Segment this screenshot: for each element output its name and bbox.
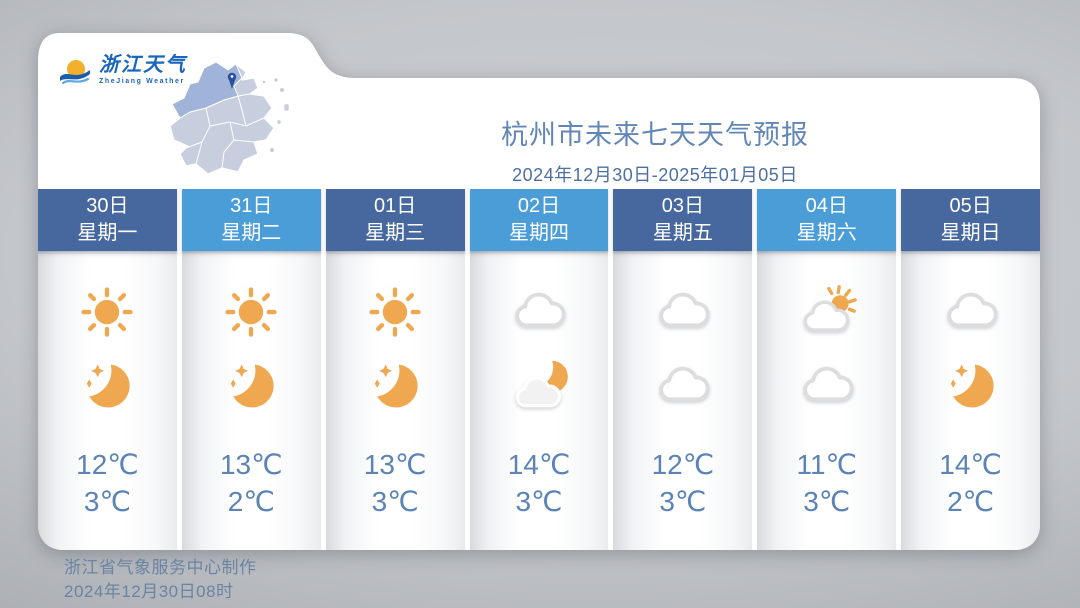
forecast-column: 05日 星期日 14℃ 2℃	[901, 189, 1040, 550]
day-panel: 12℃ 3℃	[613, 251, 753, 550]
high-temperature: 14℃	[939, 449, 1002, 480]
day-header: 02日 星期四	[469, 189, 609, 251]
date-range: 2024年12月30日-2025年01月05日	[512, 165, 798, 185]
weekday-label: 星期四	[509, 222, 569, 244]
weekday-label: 星期六	[796, 222, 857, 244]
day-panel: 13℃ 2℃	[181, 251, 321, 550]
weekday-label: 星期日	[940, 222, 1001, 244]
day-header: 03日 星期五	[613, 189, 753, 251]
low-temperature: 3℃	[83, 486, 131, 517]
forecast-grid: 30日 星期一 12℃ 3℃ 31日 星期二 13℃ 2℃	[38, 189, 1040, 550]
day-weather-icon	[506, 283, 572, 343]
weekday-label: 星期三	[365, 222, 426, 244]
night-weather-icon	[506, 357, 572, 417]
night-weather-icon	[650, 357, 716, 417]
producer-credit: 浙江省气象服务中心制作	[64, 558, 257, 577]
day-weather-icon	[650, 283, 716, 343]
night-weather-icon	[362, 357, 428, 417]
title-block: 杭州市未来七天天气预报 2024年12月30日-2025年01月05日	[375, 118, 935, 187]
high-temperature: 13℃	[219, 449, 283, 480]
high-temperature: 12℃	[76, 449, 139, 480]
forecast-column: 01日 星期三 13℃ 3℃	[325, 189, 465, 550]
low-temperature: 3℃	[515, 486, 563, 517]
day-header: 30日 星期一	[38, 189, 177, 251]
weekday-label: 星期一	[77, 222, 138, 244]
issue-time: 2024年12月30日08时	[64, 582, 234, 601]
low-temperature: 2℃	[947, 486, 995, 517]
night-weather-icon	[218, 357, 284, 417]
date-label: 03日	[661, 195, 704, 217]
night-weather-icon	[74, 357, 140, 417]
night-weather-icon	[938, 357, 1004, 417]
day-weather-icon	[794, 283, 860, 343]
day-header: 05日 星期日	[901, 189, 1040, 251]
day-header: 04日 星期六	[757, 189, 897, 251]
day-panel: 12℃ 3℃	[38, 251, 177, 550]
date-label: 01日	[374, 195, 417, 217]
day-weather-icon	[218, 283, 284, 343]
date-label: 31日	[230, 195, 273, 217]
date-label: 05日	[949, 195, 992, 217]
date-label: 02日	[517, 195, 561, 217]
forecast-column: 30日 星期一 12℃ 3℃	[38, 189, 177, 550]
brand-text-block: 浙江天气 ZheJiang Weather	[99, 54, 187, 85]
high-temperature: 12℃	[651, 449, 715, 480]
weekday-label: 星期五	[652, 222, 713, 244]
high-temperature: 11℃	[796, 449, 857, 480]
day-panel: 14℃ 2℃	[901, 251, 1040, 550]
forecast-column: 31日 星期二 13℃ 2℃	[181, 189, 321, 550]
date-label: 30日	[86, 195, 129, 217]
forecast-column: 03日 星期五 12℃ 3℃	[613, 189, 753, 550]
sun-wave-logo-icon	[60, 60, 90, 85]
day-weather-icon	[362, 283, 428, 343]
night-weather-icon	[794, 357, 860, 417]
zhejiang-province-map	[169, 61, 290, 175]
low-temperature: 2℃	[227, 486, 275, 517]
day-header: 01日 星期三	[325, 189, 465, 251]
low-temperature: 3℃	[803, 486, 851, 517]
forecast-column: 02日 星期四 14℃ 3℃	[469, 189, 609, 550]
day-panel: 11℃ 3℃	[757, 251, 897, 550]
high-temperature: 14℃	[507, 449, 571, 480]
brand-logo: 浙江天气 ZheJiang Weather	[58, 54, 187, 90]
high-temperature: 13℃	[363, 449, 427, 480]
forecast-column: 04日 星期六 11℃ 3℃	[757, 189, 897, 550]
hangzhou-location-pin	[227, 72, 237, 89]
brand-name-en: ZheJiang Weather	[99, 78, 185, 85]
low-temperature: 3℃	[371, 486, 419, 517]
weekday-label: 星期二	[221, 222, 282, 244]
low-temperature: 3℃	[659, 486, 707, 517]
day-header: 31日 星期二	[181, 189, 321, 251]
page-title: 杭州市未来七天天气预报	[501, 120, 809, 150]
brand-name: 浙江天气	[99, 54, 187, 76]
day-weather-icon	[938, 283, 1004, 343]
footer: 浙江省气象服务中心制作 2024年12月30日08时	[64, 556, 257, 604]
day-panel: 13℃ 3℃	[325, 251, 465, 550]
date-label: 04日	[805, 195, 848, 217]
day-panel: 14℃ 3℃	[469, 251, 609, 550]
day-weather-icon	[74, 283, 140, 343]
